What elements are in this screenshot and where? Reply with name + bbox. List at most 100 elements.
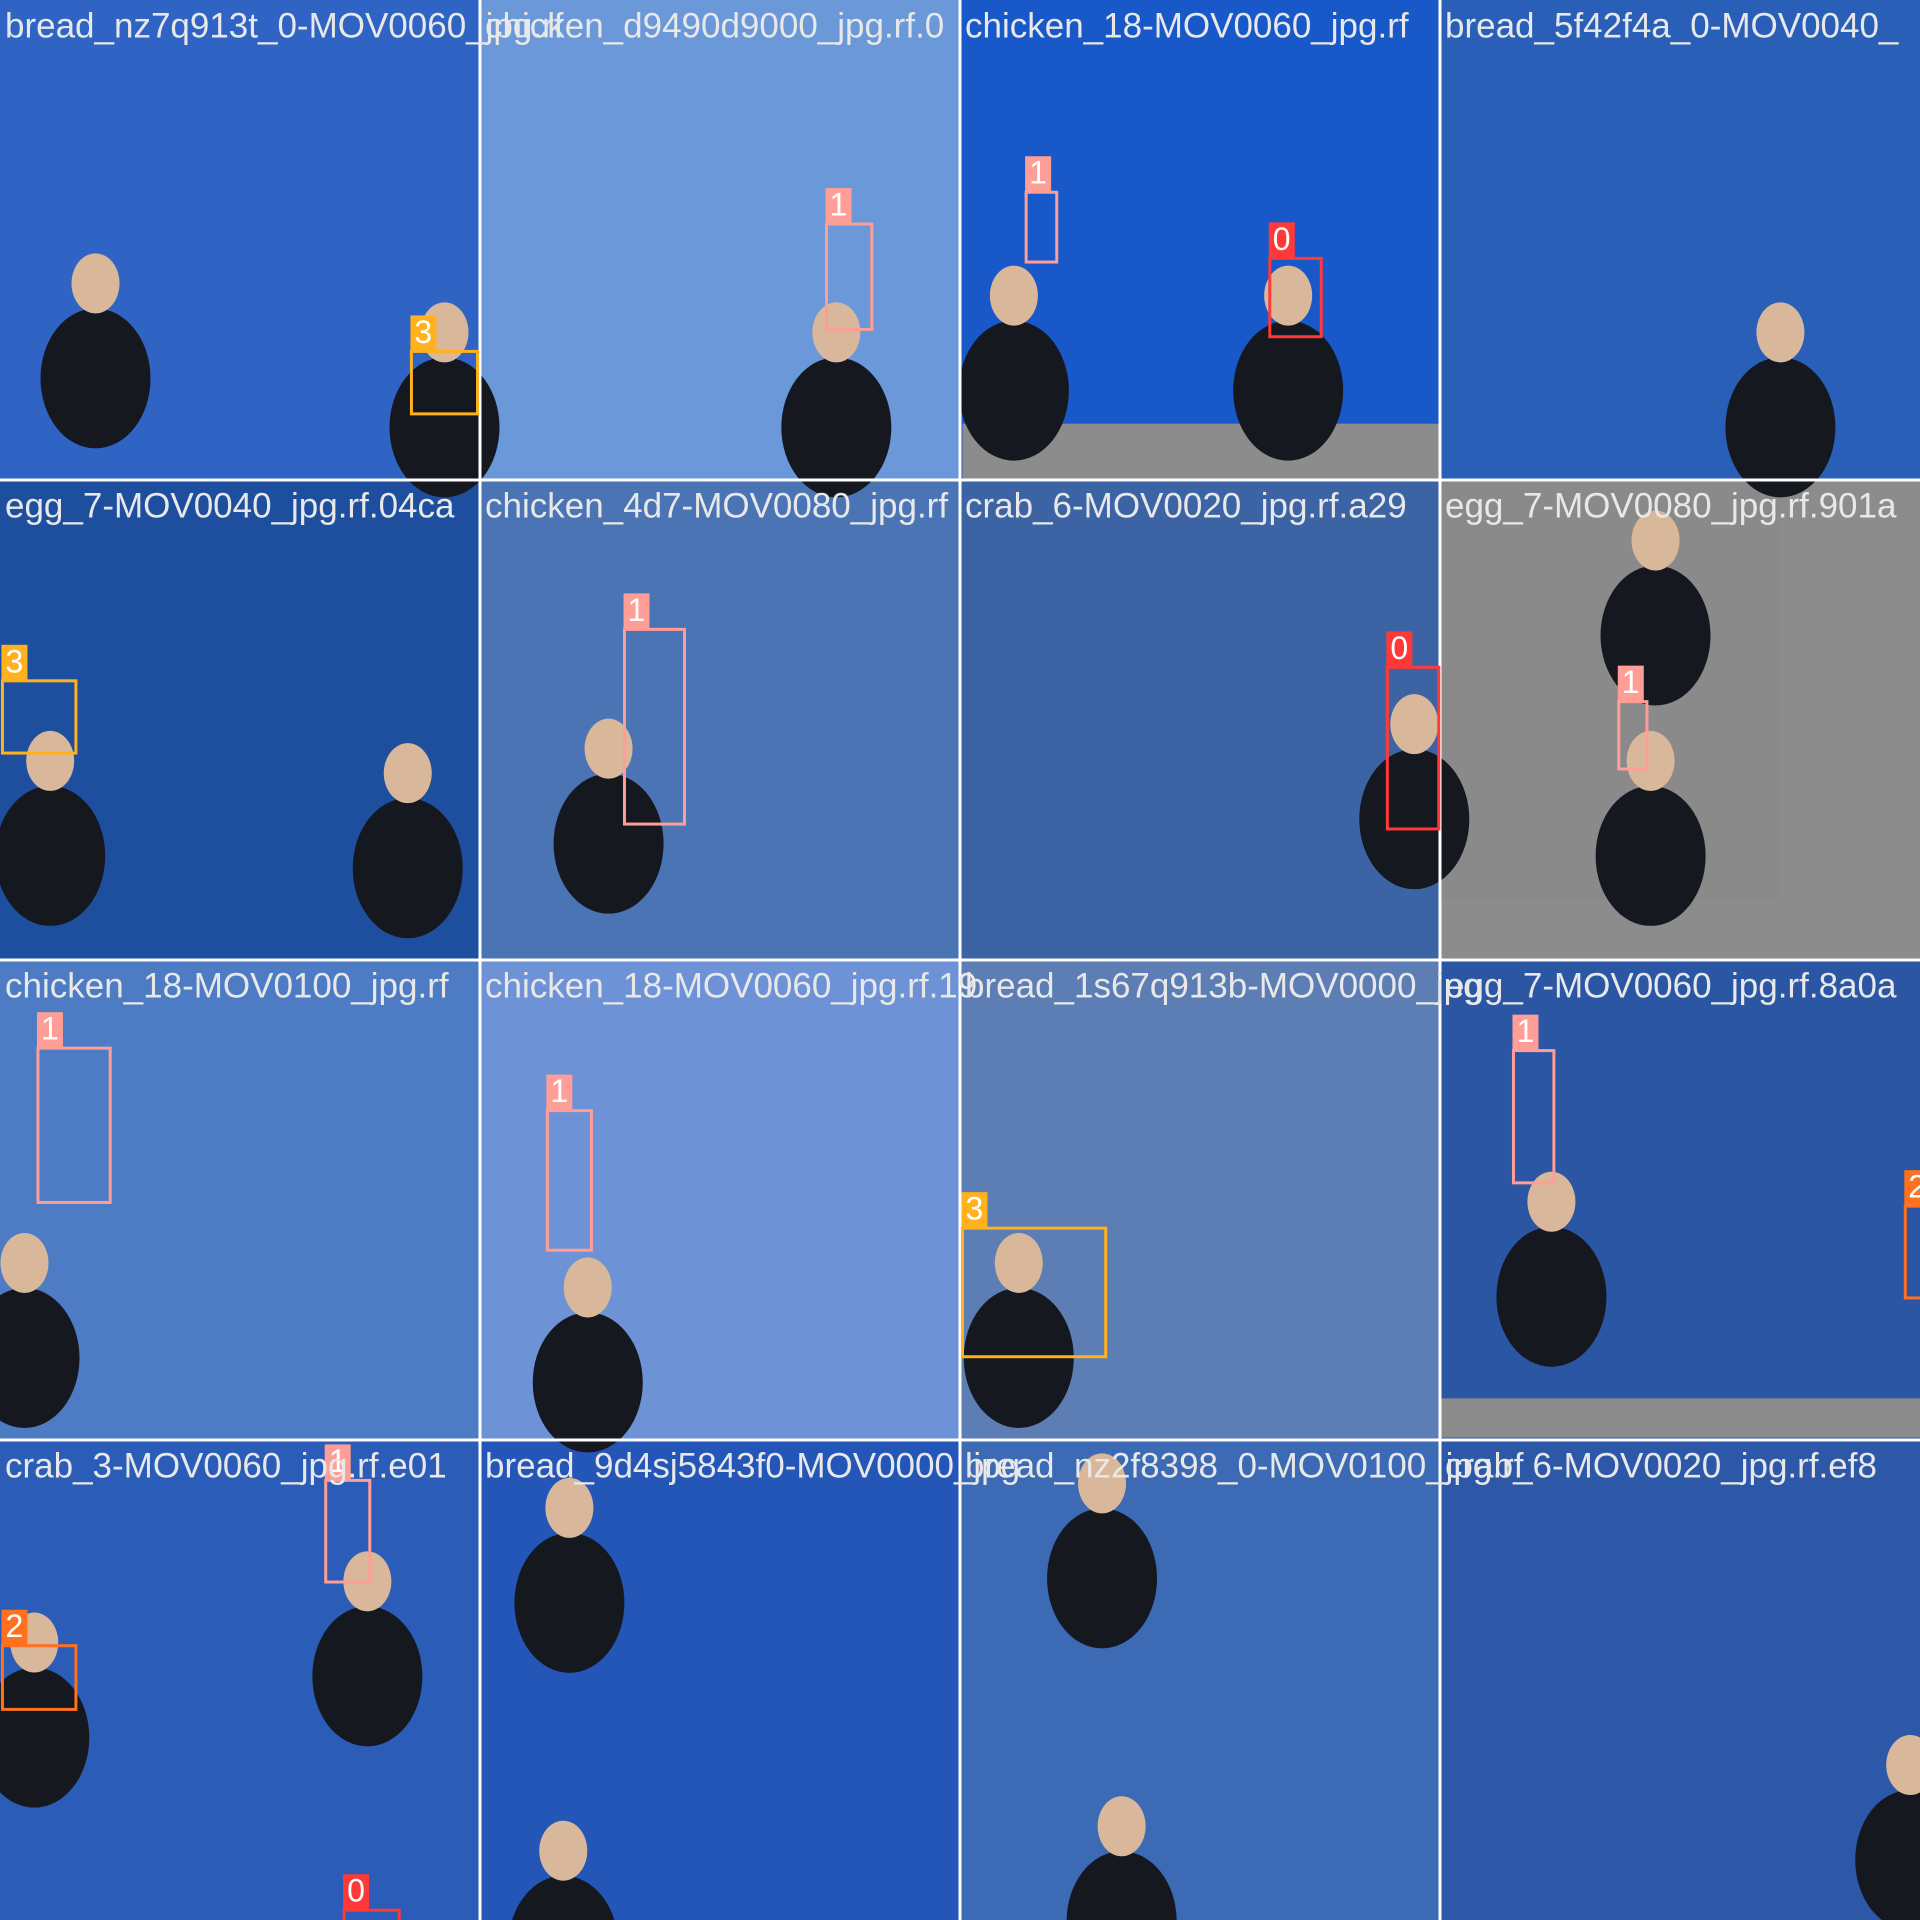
filename: bread_1s67q913b-MOV0000_jpg (965, 966, 1483, 1005)
filename: crab_3-MOV0060_jpg.rf.e01 (5, 1446, 447, 1485)
class-tag (324, 1444, 351, 1481)
person-head (545, 1477, 594, 1538)
person-head (584, 718, 633, 779)
class-tag (1512, 1014, 1539, 1051)
class-label: 1 (41, 1011, 59, 1047)
person-body (1595, 785, 1706, 926)
person-head (383, 743, 432, 804)
padding (1777, 480, 1920, 899)
class-label: 1 (1029, 155, 1047, 191)
person-body (514, 1532, 625, 1673)
filename: chicken_d9490d9000_jpg.rf.0 (485, 6, 944, 45)
bounding-box (622, 627, 686, 826)
person-head (1626, 730, 1675, 791)
class-label: 1 (830, 187, 848, 223)
person-body (532, 1312, 643, 1453)
person-body (352, 798, 463, 939)
bounding-box (960, 1226, 1108, 1359)
filename: bread_9d4sj5843f0-MOV0000_jpg (485, 1446, 1020, 1485)
person-body (512, 1875, 615, 1920)
class-label: 3 (414, 314, 432, 350)
filename: egg_7-MOV0080_jpg.rf.901a (1445, 486, 1897, 525)
person-body (1496, 1226, 1607, 1367)
filename: chicken_18-MOV0060_jpg.rf (965, 6, 1409, 45)
person-body (312, 1606, 423, 1747)
person-body (389, 357, 500, 498)
class-label: 0 (347, 1873, 365, 1909)
person-body (0, 785, 106, 926)
class-label: 3 (5, 643, 23, 679)
person-body (958, 320, 1069, 461)
filename: bread_nz2f8398_0-MOV0100_jpg.rf (965, 1446, 1524, 1485)
class-tag (343, 1874, 370, 1911)
class-label: 1 (550, 1073, 568, 1109)
bounding-box (342, 1908, 401, 1920)
filename: chicken_18-MOV0060_jpg.rf.19 (485, 966, 977, 1005)
class-label: 1 (1516, 1013, 1534, 1049)
person-head (1527, 1171, 1576, 1232)
person-head (26, 730, 75, 791)
class-tag (1617, 665, 1644, 702)
person-head (1390, 694, 1439, 755)
person-head (1756, 302, 1805, 363)
person-body (1066, 1851, 1177, 1920)
filename: crab_6-MOV0020_jpg.rf.a29 (965, 486, 1407, 525)
person-head (1631, 510, 1680, 571)
bounding-box (36, 1046, 112, 1204)
person-head (994, 1232, 1043, 1293)
filename: chicken_4d7-MOV0080_jpg.rf (485, 486, 948, 525)
person-head (812, 302, 861, 363)
class-label: 2 (5, 1608, 23, 1644)
class-label: 1 (1622, 664, 1640, 700)
bounding-box (1385, 665, 1441, 831)
bounding-box (0, 1644, 78, 1711)
person-body (781, 357, 892, 498)
person-body (553, 773, 664, 914)
person-body (40, 308, 151, 449)
person-body (1855, 1790, 1920, 1920)
person-body (1725, 357, 1836, 498)
class-tag (1386, 631, 1413, 668)
filename: bread_nz7q913t_0-MOV0060_jpg.rf (5, 6, 564, 45)
person-body (0, 1667, 90, 1808)
filename: egg_7-MOV0040_jpg.rf.04ca (5, 486, 455, 525)
person-body (1047, 1508, 1158, 1649)
tile-image (1440, 1440, 1920, 1920)
class-tag (546, 1074, 573, 1111)
class-tag (1, 1609, 28, 1646)
class-label: 2 (1908, 1169, 1920, 1205)
class-tag (1904, 1170, 1920, 1207)
class-tag (36, 1012, 63, 1049)
class-label: 3 (965, 1191, 983, 1227)
person-head (563, 1257, 612, 1318)
person-head (989, 265, 1038, 326)
person-body (1233, 320, 1344, 461)
person-body (1359, 749, 1470, 890)
person-head (539, 1820, 588, 1881)
person-head (1886, 1735, 1920, 1795)
class-tag (961, 1192, 988, 1229)
filename: chicken_18-MOV0100_jpg.rf (5, 966, 449, 1005)
person-body (1600, 565, 1711, 706)
bounding-box (409, 349, 480, 416)
tile-image (1440, 0, 1920, 480)
class-tag (623, 593, 650, 630)
bounding-box (0, 679, 78, 755)
filename: egg_7-MOV0060_jpg.rf.8a0a (1445, 966, 1897, 1005)
padding (1440, 1398, 1920, 1438)
class-label: 0 (1390, 630, 1408, 666)
tile-image (1440, 960, 1920, 1440)
class-tag (1, 644, 28, 681)
tile-image (960, 480, 1440, 960)
person-head (1078, 1453, 1127, 1514)
tile-image (480, 480, 960, 960)
class-tag (825, 188, 852, 225)
person-head (71, 253, 120, 314)
class-tag (1025, 156, 1052, 193)
filename: bread_5f42f4a_0-MOV0040_ (1445, 6, 1899, 45)
person-head (1264, 265, 1313, 326)
class-tag (410, 315, 437, 352)
class-label: 1 (329, 1443, 347, 1479)
person-head (0, 1232, 49, 1293)
